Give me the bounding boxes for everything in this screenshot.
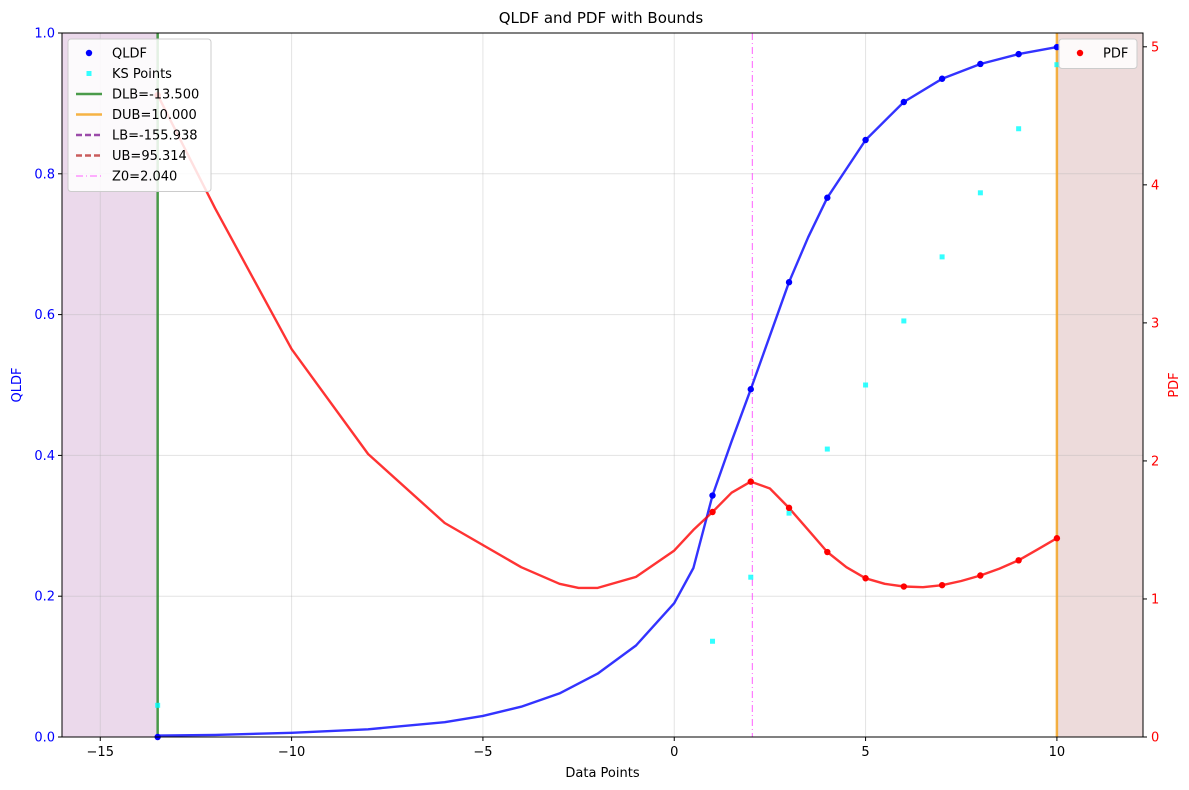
curves — [156, 45, 1058, 737]
legend-left-label-2: DLB=-13.500 — [112, 88, 199, 103]
y-right-tick-label-0: 0 — [1151, 731, 1159, 746]
point-pdf-3 — [785, 504, 793, 512]
grid — [62, 32, 1143, 738]
y-left-tick-label-5: 1.0 — [34, 27, 55, 42]
point-ks-points-9 — [1016, 126, 1022, 132]
point-qldf-8 — [977, 60, 984, 68]
legend-left-frame — [67, 38, 212, 192]
point-ks-points-8 — [977, 190, 983, 196]
point-qldf-4 — [824, 194, 831, 201]
shaded-region-1 — [1056, 33, 1143, 737]
legend-left-label-3: DUB=10.000 — [112, 108, 197, 123]
point-pdf-7 — [938, 581, 946, 589]
plot-frame — [61, 32, 1144, 738]
legend-left-label-4: LB=-155.938 — [112, 129, 198, 144]
x-tick-label-2: −5 — [473, 745, 492, 760]
legend-left-label-6: Z0=2.040 — [112, 170, 177, 185]
point-pdf-4 — [824, 548, 831, 556]
x-tick-label-0: −15 — [87, 745, 114, 760]
curve-qldf — [157, 45, 1058, 737]
y-right-tick-label-4: 4 — [1151, 178, 1159, 193]
point-ks-points-2 — [748, 574, 754, 580]
x-tick-label-4: 5 — [861, 745, 869, 760]
y-left-axis-ticks: 0.0 0.2 0.4 0.6 0.8 1.0 — [34, 27, 62, 746]
point-pdf-9 — [1015, 557, 1022, 564]
y-left-axis-label: QLDF — [10, 368, 25, 403]
y-right-axis-ticks: 0 1 2 3 4 5 — [1143, 40, 1159, 746]
point-qldf-7 — [938, 75, 946, 82]
point-qldf-3 — [785, 279, 793, 286]
y-right-tick-label-1: 1 — [1151, 592, 1159, 607]
y-right-tick-label-5: 5 — [1151, 40, 1159, 55]
y-left-tick-label-0: 0.0 — [34, 731, 55, 746]
point-pdf-6 — [900, 583, 908, 590]
points — [154, 43, 1061, 741]
point-ks-points-6 — [901, 318, 907, 324]
legend-left-handle-1 — [86, 71, 92, 76]
point-qldf-9 — [1015, 50, 1022, 58]
y-left-tick-label-1: 0.2 — [34, 590, 55, 605]
legend-left: QLDF KS Points DLB=-13.500 DUB=10.000 LB=-15… — [67, 38, 212, 192]
point-qldf-5 — [862, 136, 869, 144]
point-ks-points-10 — [1054, 62, 1060, 68]
point-pdf-8 — [977, 572, 984, 579]
curve-pdf — [156, 94, 1058, 590]
point-pdf-5 — [862, 575, 869, 582]
y-right-axis-label: PDF — [1167, 372, 1182, 397]
chart-title: QLDF and PDF with Bounds — [499, 9, 704, 27]
point-pdf-10 — [1053, 535, 1061, 542]
y-left-tick-label-3: 0.6 — [34, 308, 55, 323]
y-left-tick-label-2: 0.4 — [34, 449, 55, 464]
legend-right-label-0: PDF — [1103, 47, 1128, 62]
point-ks-points-0 — [155, 702, 161, 708]
x-axis-ticks: −15 −10 −5 0 5 10 — [87, 737, 1066, 760]
point-ks-points-5 — [863, 382, 869, 388]
x-tick-label-3: 0 — [670, 745, 678, 760]
x-tick-label-5: 10 — [1049, 745, 1066, 760]
legend-left-label-1: KS Points — [112, 67, 172, 82]
legend-left-label-0: QLDF — [112, 47, 147, 62]
point-pdf-2 — [747, 478, 754, 485]
y-left-tick-label-4: 0.8 — [34, 167, 55, 182]
point-qldf-2 — [747, 386, 754, 393]
point-ks-points-7 — [939, 254, 945, 260]
legend-left-label-5: UB=95.314 — [112, 149, 187, 164]
point-ks-points-1 — [710, 638, 716, 644]
point-qldf-1 — [709, 492, 716, 499]
point-qldf-6 — [900, 98, 908, 106]
point-ks-points-3 — [786, 510, 792, 516]
legend-right-handle-0 — [1076, 49, 1084, 57]
x-tick-label-1: −10 — [278, 745, 305, 760]
legend-right-frame — [1058, 38, 1138, 69]
y-right-tick-label-3: 3 — [1151, 316, 1159, 331]
legend-left-handle-0 — [85, 49, 93, 57]
shaded-regions — [62, 33, 1143, 737]
point-ks-points-4 — [824, 446, 830, 452]
y-right-tick-label-2: 2 — [1151, 454, 1159, 469]
vertical-lines — [156, 33, 1059, 737]
legend-right: PDF — [1058, 38, 1138, 69]
x-axis-label: Data Points — [565, 766, 639, 781]
point-pdf-1 — [709, 508, 716, 516]
